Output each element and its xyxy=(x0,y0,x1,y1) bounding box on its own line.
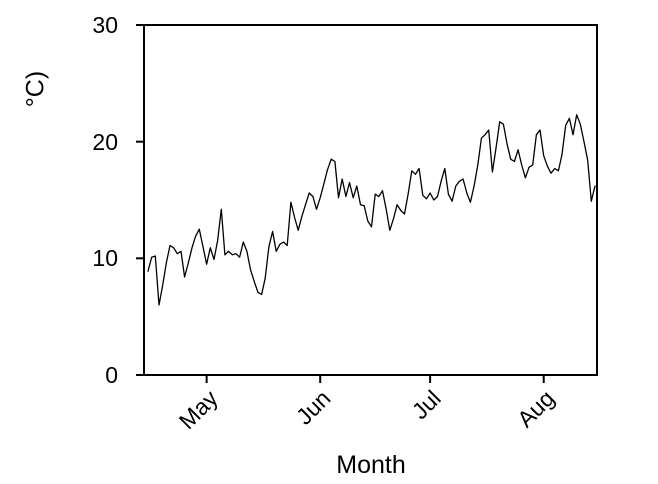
temperature-line xyxy=(147,114,596,306)
x-axis-title: Month xyxy=(336,451,406,479)
y-axis-title: °C) xyxy=(21,70,50,108)
y-tick-label-0: 0 xyxy=(105,362,118,388)
y-tick-label-30: 30 xyxy=(92,12,118,38)
plot-border xyxy=(143,24,598,376)
y-tick-label-20: 20 xyxy=(92,129,118,155)
y-tick-label-10: 10 xyxy=(92,245,118,271)
